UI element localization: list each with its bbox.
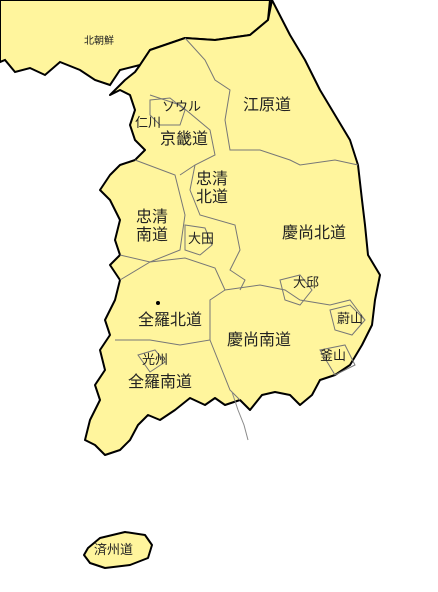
label-incheon: 仁川: [135, 116, 162, 131]
jeju-island: [83, 531, 153, 569]
border-seoul: [149, 97, 186, 126]
label-jeonnam: 全羅南道: [128, 372, 193, 391]
border-gangwon: [184, 37, 359, 166]
label-chungnam: 忠清 南道: [136, 208, 168, 243]
label-seoul: ソウル: [162, 100, 202, 115]
label-gyeonggi: 京畿道: [160, 129, 209, 148]
label-chungnam-line2: 南道: [136, 224, 169, 244]
label-daejeon: 大田: [188, 232, 215, 247]
label-chungbuk: 忠清 北道: [196, 170, 228, 205]
border-chungbuk: [189, 164, 246, 291]
label-gwangju: 光州: [142, 353, 169, 368]
border-daegu: [279, 274, 313, 306]
label-ulsan: 蔚山: [337, 312, 364, 327]
label-chungnam-line1: 忠清: [136, 207, 169, 226]
border-ulsan: [329, 304, 366, 336]
label-jeonbuk: 全羅北道: [138, 310, 203, 329]
label-busan: 釜山: [320, 349, 347, 364]
city-dot: [156, 301, 160, 305]
label-chungbuk-line1: 忠清: [196, 169, 229, 188]
border-gwangju: [137, 349, 166, 373]
border-gyeongnam: [209, 339, 241, 401]
border-busan: [319, 344, 356, 376]
border-chungnam: [119, 159, 186, 263]
border-daejeon: [184, 224, 213, 256]
label-gyeongbuk: 慶尚北道: [282, 223, 347, 242]
river: [231, 391, 249, 441]
label-daegu: 大邱: [293, 276, 320, 291]
label-gangwon: 江原道: [243, 95, 292, 114]
border-gyeongbuk: [224, 284, 366, 321]
label-chungbuk-line2: 北道: [196, 186, 229, 206]
label-jeju: 済州道: [94, 543, 134, 558]
label-north-korea: 北朝鮮: [84, 36, 114, 47]
label-gyeongnam: 慶尚南道: [227, 330, 292, 349]
border-jeonbuk: [115, 257, 226, 346]
